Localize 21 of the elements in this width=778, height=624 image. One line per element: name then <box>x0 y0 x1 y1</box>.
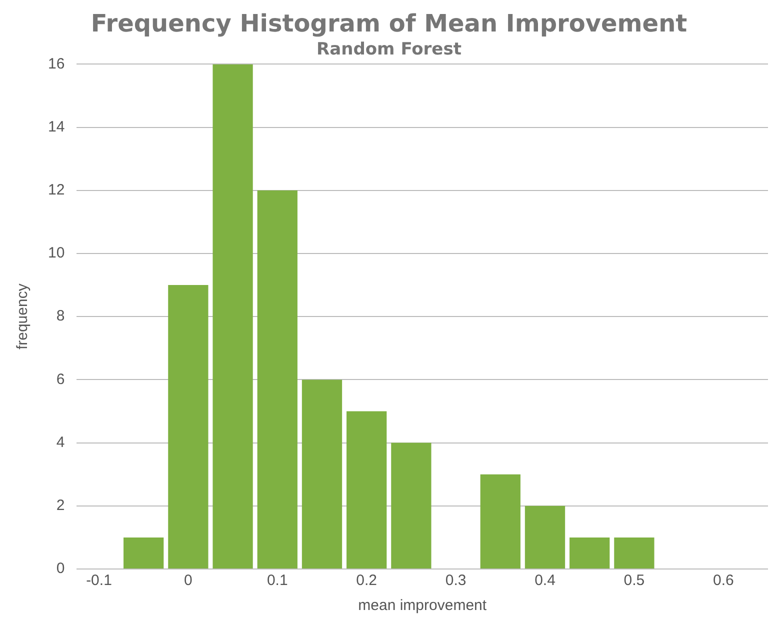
x-tick-label: -0.1 <box>86 572 112 590</box>
y-tick-label: 6 <box>56 370 65 388</box>
x-tick-label: 0.6 <box>712 572 734 590</box>
chart-title: Frequency Histogram of Mean Improvement <box>90 10 688 38</box>
x-tick-label: 0.2 <box>356 572 378 590</box>
y-tick-label: 8 <box>56 308 65 325</box>
y-axis-title: frequency <box>14 283 32 350</box>
y-tick-label: 4 <box>56 434 65 451</box>
x-tick-label: 0.3 <box>445 572 466 590</box>
y-tick-label: 14 <box>48 118 65 136</box>
y-tick-label: 2 <box>56 497 65 514</box>
y-tick-label: 16 <box>48 55 65 72</box>
x-axis-title: mean improvement <box>358 597 488 614</box>
x-tick-label: 0.1 <box>266 572 288 590</box>
x-tick-label: 0.4 <box>534 572 556 590</box>
chart-subtitle: Random Forest <box>316 39 462 60</box>
x-tick-label: 0.5 <box>624 572 645 590</box>
y-tick-label: 12 <box>48 182 65 199</box>
y-tick-label: 0 <box>56 560 65 578</box>
y-tick-label: 10 <box>48 244 65 262</box>
x-tick-label: 0 <box>184 572 192 590</box>
